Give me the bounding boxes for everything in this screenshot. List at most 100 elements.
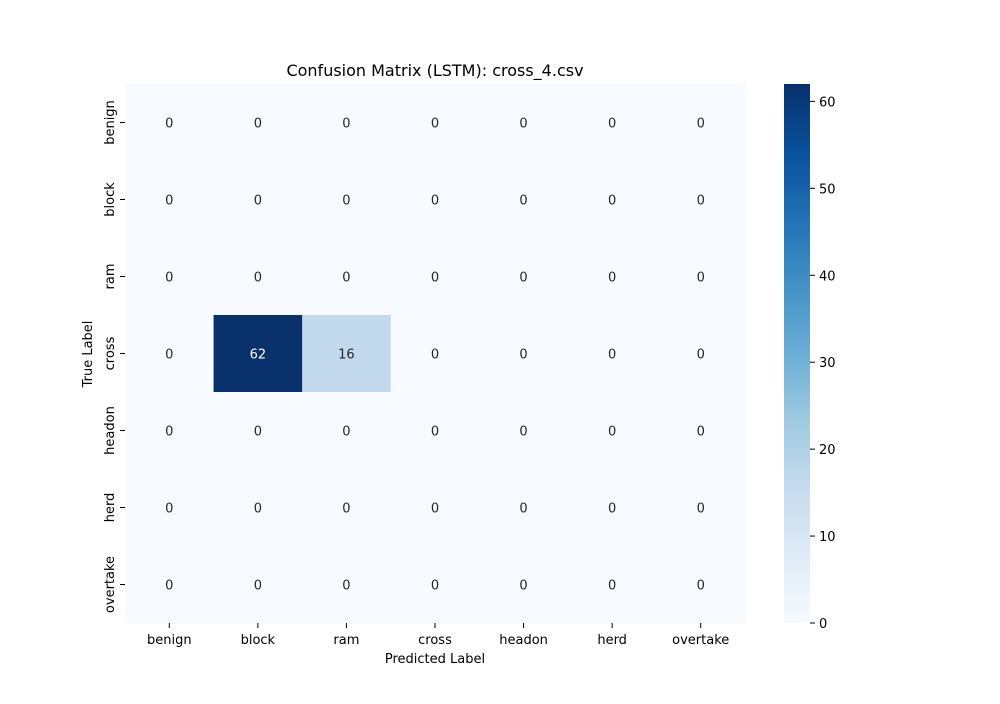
x-tick-label: benign bbox=[147, 633, 192, 648]
heatmap-cell bbox=[213, 392, 303, 470]
heatmap-cell bbox=[213, 546, 303, 624]
heatmap-cell bbox=[567, 84, 657, 162]
heatmap-cell bbox=[390, 84, 480, 162]
heatmap-cell bbox=[302, 238, 392, 316]
heatmap-cell bbox=[567, 238, 657, 316]
heatmap-cell bbox=[656, 315, 746, 393]
heatmap-cell bbox=[125, 238, 215, 316]
colorbar-tick-label: 60 bbox=[819, 95, 836, 110]
cell-value-label: 0 bbox=[431, 348, 439, 363]
heatmap-cell bbox=[213, 84, 303, 162]
cell-value-label: 0 bbox=[165, 348, 173, 363]
heatmap-cell bbox=[125, 469, 215, 547]
heatmap-cell bbox=[213, 161, 303, 239]
y-tick-label: herd bbox=[103, 493, 118, 523]
heatmap-cell bbox=[125, 161, 215, 239]
heatmap-cell bbox=[479, 315, 569, 393]
cell-value-label: 0 bbox=[342, 425, 350, 440]
cell-value-label: 0 bbox=[697, 348, 705, 363]
y-axis-label: True Label bbox=[81, 321, 96, 389]
heatmap-cell bbox=[567, 392, 657, 470]
cell-value-label: 0 bbox=[342, 117, 350, 132]
heatmap-cell bbox=[656, 161, 746, 239]
x-tick-label: cross bbox=[418, 633, 452, 648]
x-tick-label: overtake bbox=[672, 633, 729, 648]
heatmap-cell bbox=[479, 392, 569, 470]
cell-value-label: 0 bbox=[254, 194, 262, 209]
x-tick-label: headon bbox=[499, 633, 548, 648]
cell-value-label: 0 bbox=[697, 425, 705, 440]
cell-value-label: 0 bbox=[431, 502, 439, 517]
heatmap-cell bbox=[302, 84, 392, 162]
x-tick-label: ram bbox=[333, 633, 359, 648]
cell-value-label: 0 bbox=[165, 117, 173, 132]
cell-value-label: 0 bbox=[431, 271, 439, 286]
colorbar-tick-label: 50 bbox=[819, 182, 836, 197]
cell-value-label: 0 bbox=[608, 425, 616, 440]
cell-value-label: 0 bbox=[697, 194, 705, 209]
heatmap-cell bbox=[302, 546, 392, 624]
heatmap-cell bbox=[567, 469, 657, 547]
cell-value-label: 0 bbox=[165, 579, 173, 594]
cell-value-label: 0 bbox=[608, 348, 616, 363]
cell-value-label: 0 bbox=[519, 348, 527, 363]
heatmap-cell bbox=[302, 392, 392, 470]
heatmap-cell bbox=[656, 469, 746, 547]
cell-value-label: 0 bbox=[165, 194, 173, 209]
cell-value-label: 0 bbox=[431, 579, 439, 594]
cell-value-label: 0 bbox=[608, 502, 616, 517]
y-tick-label: ram bbox=[103, 264, 118, 290]
heatmap-cell bbox=[567, 546, 657, 624]
cell-value-label: 0 bbox=[254, 502, 262, 517]
cell-value-label: 0 bbox=[519, 117, 527, 132]
heatmap-cell bbox=[213, 315, 303, 393]
heatmap-cell bbox=[390, 238, 480, 316]
heatmap-cell bbox=[567, 161, 657, 239]
heatmap-cell bbox=[479, 469, 569, 547]
heatmap-cell bbox=[656, 238, 746, 316]
y-tick-label: block bbox=[103, 182, 118, 217]
cell-value-label: 0 bbox=[519, 194, 527, 209]
cell-value-label: 0 bbox=[254, 425, 262, 440]
cell-value-label: 0 bbox=[697, 117, 705, 132]
heatmap-cell bbox=[302, 161, 392, 239]
y-tick-label: cross bbox=[103, 336, 118, 370]
cell-value-label: 0 bbox=[431, 117, 439, 132]
colorbar-tick-label: 10 bbox=[819, 530, 836, 545]
x-tick-label: herd bbox=[597, 633, 627, 648]
cell-value-label: 0 bbox=[519, 502, 527, 517]
cell-value-label: 0 bbox=[342, 194, 350, 209]
cell-value-label: 0 bbox=[608, 271, 616, 286]
y-tick-label: benign bbox=[103, 100, 118, 145]
cell-value-label: 0 bbox=[519, 425, 527, 440]
heatmap-cell bbox=[302, 315, 392, 393]
cell-value-label: 0 bbox=[697, 271, 705, 286]
heatmap-cell bbox=[390, 469, 480, 547]
cell-value-label: 0 bbox=[342, 271, 350, 286]
cell-value-label: 0 bbox=[165, 425, 173, 440]
heatmap-cell bbox=[213, 469, 303, 547]
cell-value-label: 0 bbox=[608, 194, 616, 209]
cell-value-label: 0 bbox=[342, 502, 350, 517]
colorbar-tick-label: 20 bbox=[819, 443, 836, 458]
heatmap-cell bbox=[656, 546, 746, 624]
heatmap-cell bbox=[390, 546, 480, 624]
cell-value-label: 0 bbox=[519, 579, 527, 594]
x-axis-label: Predicted Label bbox=[385, 652, 485, 667]
cell-value-label: 0 bbox=[254, 271, 262, 286]
x-axis-ticks: benign block ram cross headon herd overtake bbox=[147, 623, 729, 648]
y-tick-label: headon bbox=[103, 406, 118, 455]
colorbar-tick-label: 40 bbox=[819, 269, 836, 284]
cell-value-label: 62 bbox=[250, 348, 267, 363]
cell-value-label: 0 bbox=[608, 117, 616, 132]
chart-title: Confusion Matrix (LSTM): cross_4.csv bbox=[286, 61, 583, 81]
heatmap-cell bbox=[390, 161, 480, 239]
cell-value-label: 0 bbox=[254, 117, 262, 132]
cell-value-label: 0 bbox=[165, 502, 173, 517]
cell-value-label: 16 bbox=[338, 348, 355, 363]
cell-value-label: 0 bbox=[342, 579, 350, 594]
heatmap-cell bbox=[479, 161, 569, 239]
colorbar-tick-label: 30 bbox=[819, 356, 836, 371]
heatmap-cell bbox=[302, 469, 392, 547]
